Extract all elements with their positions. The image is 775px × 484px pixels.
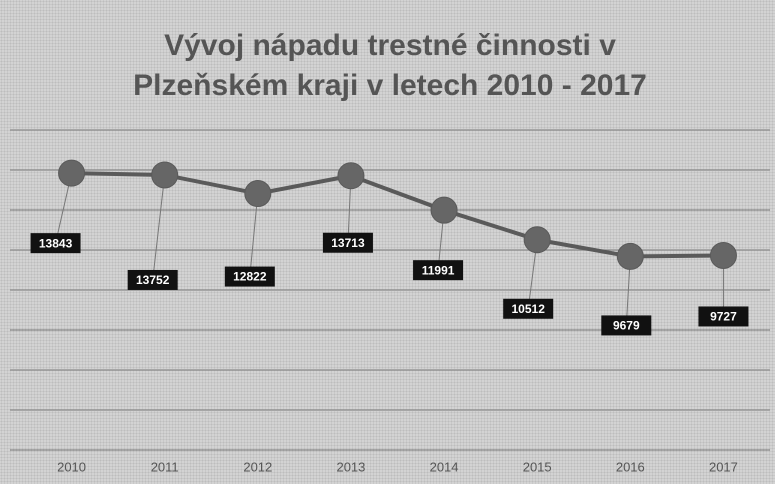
- marker: [337, 162, 365, 190]
- label-box: [224, 266, 275, 287]
- leader-line: [152, 174, 166, 281]
- label-box: [30, 233, 81, 254]
- marker: [616, 242, 644, 270]
- marker: [709, 241, 737, 269]
- label-box: [698, 306, 749, 327]
- data-label: 11991: [422, 263, 455, 277]
- x-tick-label: 2015: [523, 459, 552, 474]
- label-box: [322, 232, 373, 253]
- data-label: 9727: [710, 310, 737, 324]
- data-label: 12822: [233, 270, 267, 284]
- line: [71, 171, 724, 259]
- data-label: 13713: [331, 236, 365, 250]
- data-label: 9679: [613, 319, 640, 333]
- marker: [151, 161, 179, 189]
- data-label: 10512: [512, 302, 546, 316]
- x-tick-label: 2014: [430, 459, 459, 474]
- label-box: [601, 315, 652, 336]
- marker: [523, 226, 551, 254]
- x-tick-label: 2013: [336, 459, 365, 474]
- chart-title: Vývoj nápadu trestné činnosti v Plzeňské…: [133, 29, 647, 102]
- label-box: [127, 269, 178, 290]
- x-tick-label: 2016: [616, 459, 645, 474]
- leader-line: [249, 193, 259, 277]
- x-tick-label: 2010: [57, 459, 86, 474]
- marker: [244, 180, 272, 208]
- x-tick-label: 2017: [709, 459, 738, 474]
- label-box: [413, 260, 464, 281]
- x-tick-label: 2011: [151, 459, 179, 474]
- marker: [58, 159, 86, 187]
- x-tick-label: 2012: [243, 459, 272, 474]
- data-label: 13752: [136, 273, 170, 287]
- marker: [430, 196, 458, 224]
- data-label: 13843: [39, 236, 73, 250]
- label-box: [503, 298, 554, 319]
